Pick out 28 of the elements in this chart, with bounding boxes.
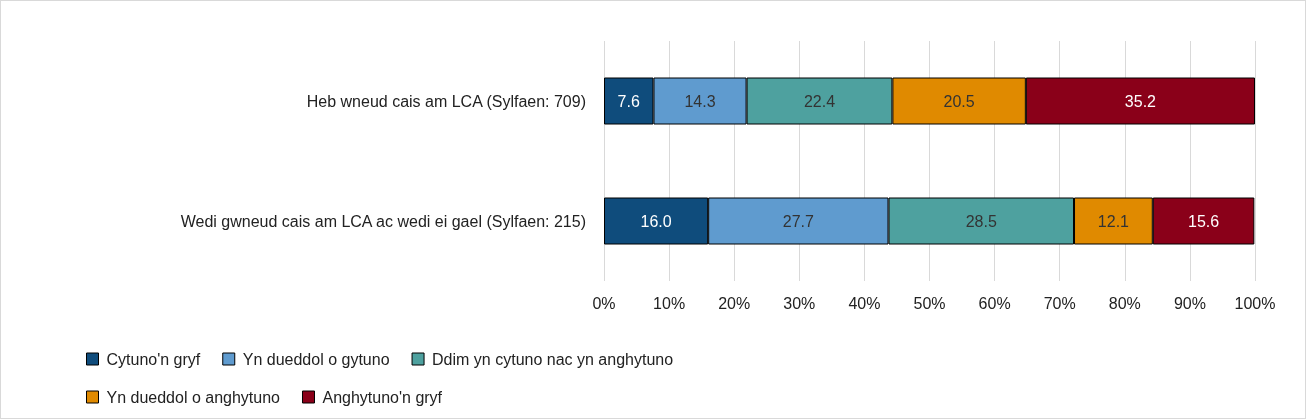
data-label: 7.6: [617, 92, 640, 110]
legend-label: Anghytuno'n gryf: [322, 388, 443, 406]
x-tick-label: 100%: [1234, 294, 1276, 312]
legend-label: Cytuno'n gryf: [106, 350, 201, 368]
x-tick-label: 70%: [1043, 294, 1076, 312]
legend-label: Yn dueddol o anghytuno: [106, 388, 281, 406]
x-tick-label: 20%: [718, 294, 751, 312]
data-label: 12.1: [1097, 212, 1130, 230]
data-label: 28.5: [965, 212, 997, 230]
data-label: 22.4: [803, 92, 836, 110]
x-tick-label: 10%: [653, 294, 686, 312]
x-tick-label: 40%: [848, 294, 881, 312]
x-tick-label: 0%: [592, 294, 616, 312]
data-label: 15.6: [1188, 212, 1220, 230]
legend-label: Yn dueddol o gytuno: [242, 350, 390, 368]
data-label: 14.3: [684, 92, 716, 110]
data-label: 16.0: [640, 212, 672, 230]
y-tick-label: Wedi gwneud cais am LCA ac wedi ei gael (Sylfaen: 215): [180, 212, 586, 230]
data-label: 20.5: [943, 92, 975, 110]
x-tick-label: 30%: [783, 294, 816, 312]
x-tick-label: 80%: [1108, 294, 1141, 312]
y-tick-label: Heb wneud cais am LCA (Sylfaen: 709): [306, 92, 586, 110]
x-tick-label: 90%: [1173, 294, 1206, 312]
legend-label: Ddim yn cytuno nac yn anghytuno: [432, 350, 674, 368]
data-label: 27.7: [782, 212, 814, 230]
x-tick-label: 60%: [978, 294, 1011, 312]
data-label: 35.2: [1124, 92, 1157, 110]
x-tick-label: 50%: [913, 294, 946, 312]
